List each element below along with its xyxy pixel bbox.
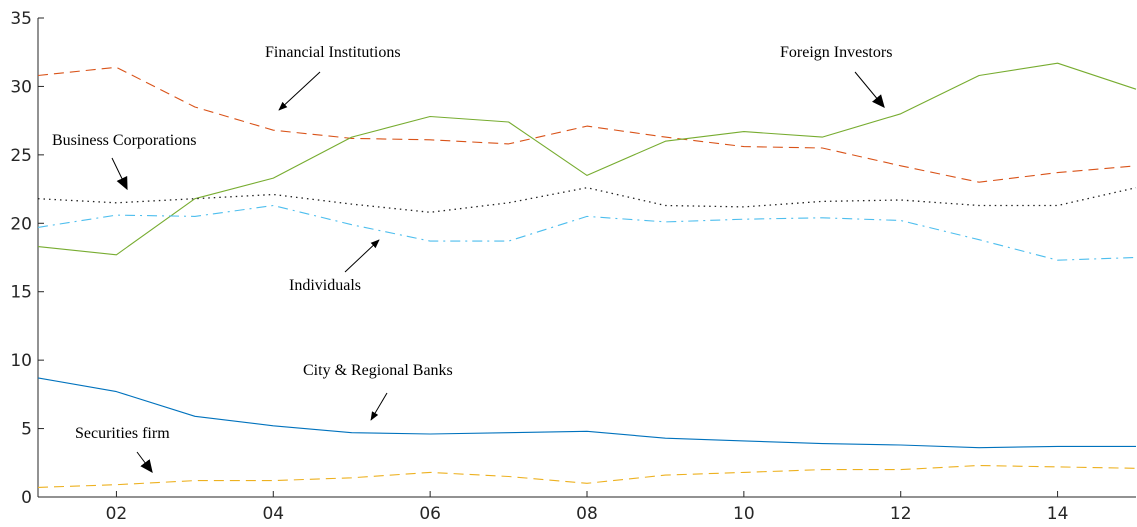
annotation-arrow [370,392,388,421]
series-line-securities-firm [37,464,1137,488]
x-tick-label: 04 [262,504,284,524]
annotation-arrow [278,71,321,111]
annotation-business-corporations: Business Corporations [52,132,196,191]
series-line-business-corporations [37,187,1137,213]
annotation-label: Financial Institutions [265,44,401,61]
y-tick-label: 20 [10,214,32,234]
annotation-individuals: Individuals [289,239,380,294]
annotation-securities-firm: Securities firm [75,425,170,474]
x-tick-label: 10 [733,504,755,524]
annotation-foreign-investors: Foreign Investors [780,44,892,109]
annotation-label: City & Regional Banks [303,362,453,379]
x-tick-label: 12 [890,504,912,524]
annotation-arrow [344,239,380,273]
series-lines [37,62,1137,488]
y-tick-label: 25 [10,146,32,166]
x-tick-label: 08 [576,504,598,524]
y-tick-label: 5 [21,420,32,440]
annotations: Financial Institutions Foreign Investors B… [52,44,892,474]
series-line-city-and-regional-banks [37,377,1136,449]
annotation-label: Individuals [289,277,361,294]
annotation-arrow [111,157,128,191]
x-tick-label: 02 [106,504,128,524]
annotation-label: Business Corporations [52,132,196,149]
y-tick-label: 15 [10,283,32,303]
series-line-financial-institutions [37,66,1137,183]
annotation-city-and-regional-banks: City & Regional Banks [303,362,453,421]
y-tick-label: 0 [21,488,32,508]
y-tick-label: 30 [10,77,32,97]
annotation-arrow [854,71,885,109]
axes: 0 5 10 15 20 25 30 35 02 04 06 08 10 12 14 [10,9,1136,524]
x-tick-label: 06 [419,504,441,524]
series-line-foreign-investors [37,62,1137,256]
annotation-label: Foreign Investors [780,44,892,61]
y-tick-label: 10 [10,351,32,371]
annotation-financial-institutions: Financial Institutions [265,44,401,111]
y-tick-label: 35 [10,9,32,29]
annotation-label: Securities firm [75,425,170,442]
annotation-arrow [136,451,153,474]
x-tick-label: 14 [1047,504,1069,524]
series-line-individuals [37,204,1137,261]
